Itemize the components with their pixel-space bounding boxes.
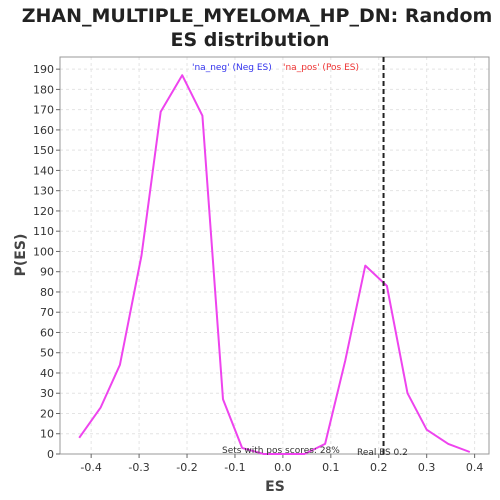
pos-scores-annotation: Sets with pos scores: 28% xyxy=(222,446,340,456)
y-tick-label: 160 xyxy=(33,124,54,137)
real-es-label: Real ES 0.2 xyxy=(357,448,408,458)
es-distribution-line xyxy=(78,74,471,455)
y-tick-label: 100 xyxy=(33,245,54,258)
x-tick-label: -0.1 xyxy=(224,461,245,474)
plot-frame xyxy=(59,56,490,455)
x-tick-label: -0.2 xyxy=(176,461,197,474)
legend-neg-es: 'na_neg' (Neg ES) xyxy=(192,63,272,73)
y-axis-label: P(ES) xyxy=(13,234,29,277)
y-tick-label: 140 xyxy=(33,164,54,177)
y-tick-label: 0 xyxy=(47,448,54,461)
y-tick-label: 40 xyxy=(40,367,54,380)
x-axis: -0.4 -0.3 -0.2 -0.1 0.0 0.1 0.2 0.3 0.4 xyxy=(80,454,483,474)
x-tick-label: 0.2 xyxy=(370,461,388,474)
y-tick-label: 20 xyxy=(40,407,54,420)
chart-title-line1: ZHAN_MULTIPLE_MYELOMA_HP_DN: Random xyxy=(22,5,493,27)
y-axis: 0 10 20 30 40 50 60 70 80 90 100 110 120 130 140 150 160… xyxy=(33,63,60,461)
y-tick-label: 30 xyxy=(40,387,54,400)
y-tick-label: 80 xyxy=(40,286,54,299)
y-tick-label: 150 xyxy=(33,144,54,157)
y-tick-label: 70 xyxy=(40,306,54,319)
x-tick-label: -0.3 xyxy=(128,461,149,474)
y-tick-label: 90 xyxy=(40,266,54,279)
y-tick-label: 10 xyxy=(40,428,54,441)
y-tick-label: 190 xyxy=(33,63,54,76)
x-tick-label: 0.4 xyxy=(466,461,484,474)
x-tick-label: 0.3 xyxy=(418,461,436,474)
y-tick-label: 120 xyxy=(33,205,54,218)
legend-pos-es: 'na_pos' (Pos ES) xyxy=(283,63,359,73)
y-tick-label: 130 xyxy=(33,185,54,198)
y-tick-label: 180 xyxy=(33,83,54,96)
x-tick-label: 0.1 xyxy=(322,461,340,474)
chart-title-line2: ES distribution xyxy=(171,29,330,51)
y-tick-label: 170 xyxy=(33,104,54,117)
y-tick-label: 60 xyxy=(40,326,54,339)
x-axis-label: ES xyxy=(265,479,285,495)
y-tick-label: 110 xyxy=(33,225,54,238)
x-tick-label: 0.0 xyxy=(274,461,292,474)
grid-lines xyxy=(60,57,489,454)
y-tick-label: 50 xyxy=(40,347,54,360)
x-tick-label: -0.4 xyxy=(80,461,101,474)
